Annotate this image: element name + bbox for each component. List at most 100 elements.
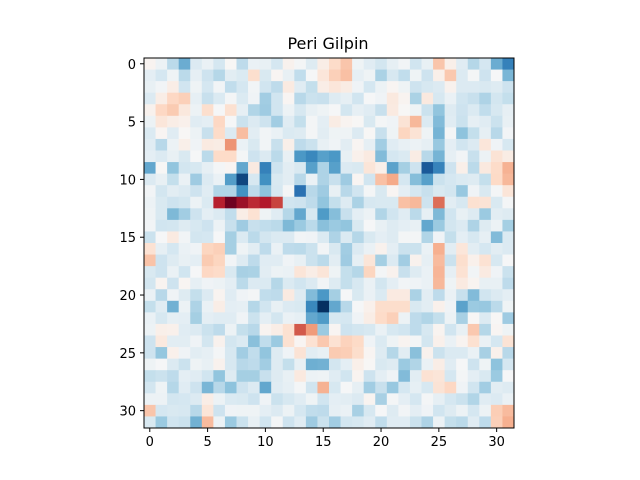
heatmap-cell bbox=[456, 196, 469, 209]
heatmap-cell bbox=[421, 104, 434, 117]
heatmap-cell bbox=[433, 219, 446, 232]
heatmap-cell bbox=[317, 266, 330, 279]
heatmap-cell bbox=[352, 289, 365, 302]
heatmap-cell bbox=[144, 115, 156, 128]
heatmap-cell bbox=[294, 312, 307, 325]
heatmap-cell bbox=[375, 127, 388, 140]
heatmap-cell bbox=[398, 92, 411, 105]
heatmap-cell bbox=[363, 81, 376, 94]
heatmap-cell bbox=[201, 393, 214, 406]
heatmap-cell bbox=[224, 231, 237, 244]
heatmap-cell bbox=[236, 115, 249, 128]
heatmap-cell bbox=[467, 81, 480, 94]
heatmap-cell bbox=[329, 173, 341, 186]
heatmap-cell bbox=[352, 81, 365, 94]
heatmap-cell bbox=[479, 347, 492, 360]
heatmap-cell bbox=[421, 138, 434, 151]
heatmap-cell bbox=[190, 162, 203, 175]
heatmap-cell bbox=[144, 266, 156, 279]
heatmap-cell bbox=[340, 254, 353, 267]
heatmap-cell bbox=[213, 347, 226, 360]
x-tick-label: 30 bbox=[488, 435, 505, 450]
heatmap-cell bbox=[167, 300, 180, 313]
heatmap-cell bbox=[421, 404, 434, 417]
heatmap-cell bbox=[490, 150, 503, 163]
heatmap-cell bbox=[294, 173, 307, 186]
heatmap-cell bbox=[467, 266, 480, 279]
heatmap-cell bbox=[248, 347, 261, 360]
heatmap-cell bbox=[144, 150, 156, 163]
heatmap-cell bbox=[421, 115, 434, 128]
heatmap-cell bbox=[305, 300, 318, 313]
heatmap-cell bbox=[490, 393, 503, 406]
heatmap-cell bbox=[144, 404, 156, 417]
heatmap-cell bbox=[155, 92, 168, 105]
heatmap-cell bbox=[178, 185, 191, 198]
heatmap-cell bbox=[386, 254, 399, 267]
heatmap-cell bbox=[421, 323, 434, 336]
heatmap-cell bbox=[386, 150, 399, 163]
heatmap-cell bbox=[201, 81, 214, 94]
heatmap-cell bbox=[259, 404, 272, 417]
heatmap-cell bbox=[329, 69, 341, 82]
heatmap-cell bbox=[282, 196, 295, 209]
heatmap-cell bbox=[167, 58, 180, 70]
heatmap-cell bbox=[398, 358, 411, 371]
heatmap-cell bbox=[190, 127, 203, 140]
heatmap-cell bbox=[213, 196, 226, 209]
heatmap-cell bbox=[444, 312, 457, 325]
heatmap-cell bbox=[167, 208, 180, 221]
heatmap-cell bbox=[213, 127, 226, 140]
heatmap-cell bbox=[167, 254, 180, 267]
heatmap-cell bbox=[340, 416, 353, 429]
heatmap-cell bbox=[305, 243, 318, 255]
heatmap-cell bbox=[271, 381, 284, 394]
heatmap-cell bbox=[329, 243, 341, 255]
heatmap-cell bbox=[479, 150, 492, 163]
heatmap-cell bbox=[444, 92, 457, 105]
heatmap-cell bbox=[444, 347, 457, 360]
heatmap-cell bbox=[398, 69, 411, 82]
heatmap-cell bbox=[386, 185, 399, 198]
heatmap-cell bbox=[201, 196, 214, 209]
heatmap-cell bbox=[375, 393, 388, 406]
heatmap-cell bbox=[224, 58, 237, 70]
heatmap-cell bbox=[248, 115, 261, 128]
heatmap-cell bbox=[224, 208, 237, 221]
heatmap-cell bbox=[467, 115, 480, 128]
heatmap-cell bbox=[317, 381, 330, 394]
heatmap-cell bbox=[421, 185, 434, 198]
heatmap-cell bbox=[490, 370, 503, 383]
heatmap-cell bbox=[490, 219, 503, 232]
heatmap-cell bbox=[433, 208, 446, 221]
heatmap-cell bbox=[398, 393, 411, 406]
heatmap-cell bbox=[479, 162, 492, 175]
heatmap-cell bbox=[375, 185, 388, 198]
heatmap-cell bbox=[190, 185, 203, 198]
heatmap-cell bbox=[467, 92, 480, 105]
heatmap-cell bbox=[294, 393, 307, 406]
heatmap-cell bbox=[502, 104, 515, 117]
heatmap-cell bbox=[178, 81, 191, 94]
heatmap-cell bbox=[155, 323, 168, 336]
heatmap-cell bbox=[305, 104, 318, 117]
heatmap-cell bbox=[178, 58, 191, 70]
heatmap-cell bbox=[213, 335, 226, 348]
heatmap-cell bbox=[467, 416, 480, 429]
heatmap-cell bbox=[248, 219, 261, 232]
heatmap-cell bbox=[352, 138, 365, 151]
heatmap-cell bbox=[456, 393, 469, 406]
heatmap-cell bbox=[398, 323, 411, 336]
heatmap-cell bbox=[259, 58, 272, 70]
heatmap-cell bbox=[167, 127, 180, 140]
heatmap-cell bbox=[386, 138, 399, 151]
heatmap-cell bbox=[363, 370, 376, 383]
heatmap-cell bbox=[329, 138, 341, 151]
heatmap-cell bbox=[201, 277, 214, 290]
heatmap-cell bbox=[398, 185, 411, 198]
heatmap-cell bbox=[167, 115, 180, 128]
heatmap-cell bbox=[190, 393, 203, 406]
heatmap-cell bbox=[224, 92, 237, 105]
heatmap-cell bbox=[236, 335, 249, 348]
